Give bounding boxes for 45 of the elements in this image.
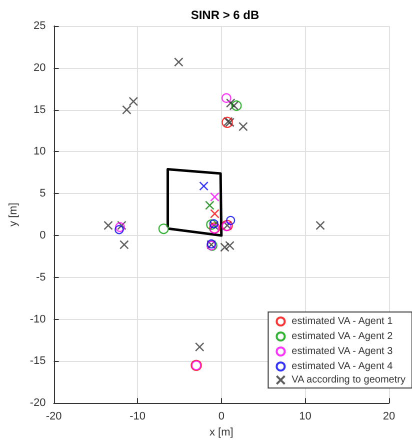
point: [225, 240, 234, 250]
point: [229, 100, 239, 110]
point: [120, 240, 129, 250]
y-tick-label: -20: [30, 397, 46, 410]
point: [210, 209, 220, 218]
legend-label: estimated VA - Agent 3: [292, 346, 394, 357]
x-tick-label: 0: [218, 410, 224, 423]
y-tick-label: 15: [34, 104, 46, 116]
point: [226, 98, 236, 108]
point: [104, 220, 113, 230]
point: [206, 219, 217, 230]
point: [220, 242, 230, 252]
y-tick-label: 10: [34, 146, 46, 158]
y-tick-label: 5: [40, 188, 46, 200]
x-tick-label: -10: [130, 410, 146, 423]
x-tick-label: 20: [382, 410, 396, 423]
y-tick-label: 25: [34, 20, 46, 32]
y-tick-label: 0: [40, 230, 46, 242]
chart-title: SINR > 6 dB: [190, 8, 260, 22]
y-tick-label: -10: [30, 313, 46, 326]
legend-label: estimated VA - Agent 2: [292, 331, 394, 342]
point: [210, 192, 220, 202]
point: [222, 93, 232, 103]
y-tick-label: 20: [34, 62, 46, 74]
point: [114, 225, 124, 234]
point: [194, 342, 204, 352]
point: [174, 57, 184, 67]
point: [128, 96, 138, 106]
point: [122, 105, 132, 114]
point: [231, 100, 242, 111]
x-axis-title: x [m]: [209, 426, 234, 438]
legend-label: VA according to geometry: [292, 374, 406, 386]
legend-label: estimated VA - Agent 4: [292, 361, 394, 372]
y-tick-label: -5: [36, 271, 46, 284]
y-tick-label: -15: [30, 355, 46, 368]
point: [205, 200, 214, 210]
point: [238, 122, 248, 132]
legend-label: estimated VA - Agent 1: [292, 316, 394, 327]
y-axis-title: y [m]: [8, 202, 20, 226]
point: [226, 216, 236, 225]
point: [158, 224, 169, 234]
point: [316, 220, 325, 230]
x-tick-label: 10: [299, 410, 312, 423]
point: [199, 181, 208, 191]
line-series: [166, 168, 223, 237]
